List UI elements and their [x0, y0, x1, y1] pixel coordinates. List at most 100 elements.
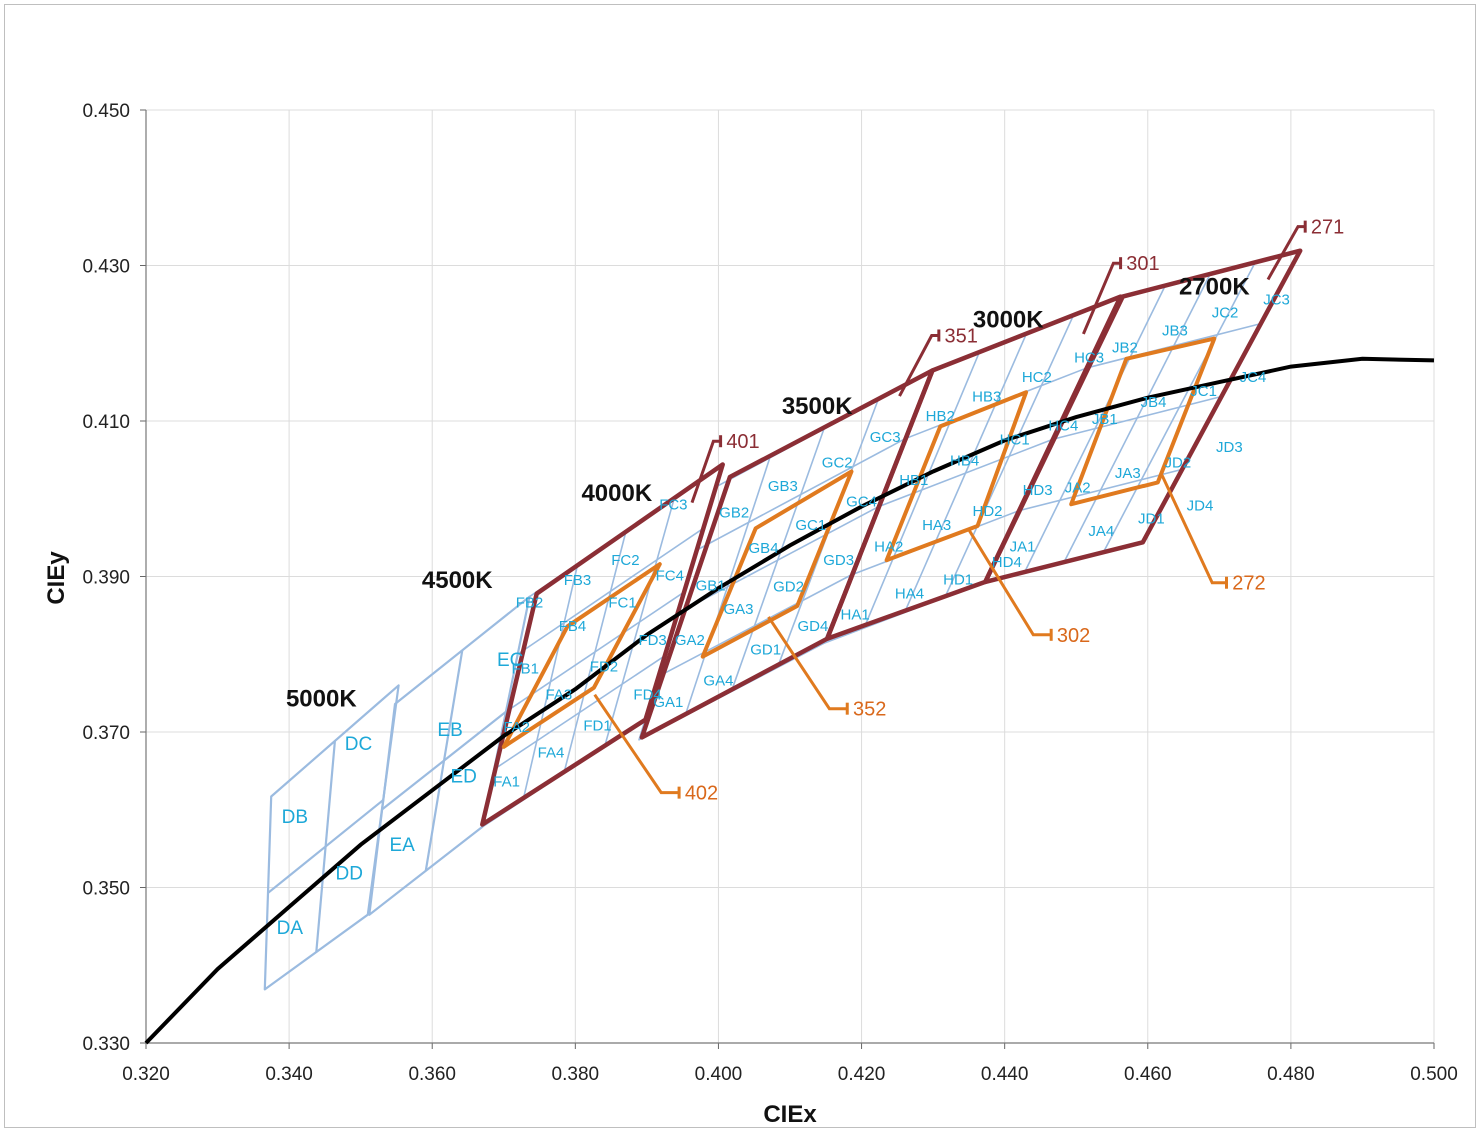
anis-inner-4000k [501, 562, 662, 749]
x-tick-label: 0.480 [1267, 1064, 1315, 1085]
x-tick-label: 0.460 [1124, 1064, 1172, 1085]
cct-label: 2700K [1179, 273, 1250, 300]
callout-leader [898, 334, 939, 397]
bin-label: GA3 [723, 601, 753, 618]
bin-label: JB2 [1112, 340, 1138, 357]
bin-label: GA4 [703, 672, 733, 689]
bin-3500k-divider [676, 506, 879, 615]
callout-leader [1082, 261, 1121, 335]
bin-label: EC [497, 650, 523, 671]
callout-leader [767, 616, 848, 711]
bin-label: FC4 [656, 567, 684, 584]
x-tick-label: 0.420 [838, 1064, 886, 1085]
y-tick-label: 0.390 [82, 568, 130, 589]
y-tick-label: 0.430 [82, 257, 130, 278]
y-tick-label: 0.350 [82, 879, 130, 900]
bin-label: FB4 [559, 618, 587, 635]
bin-label: HB3 [972, 389, 1001, 406]
cct-label: 3500K [782, 393, 853, 420]
bin-label: FA2 [503, 719, 530, 736]
bin-4000k-divider [505, 591, 685, 713]
bin-2700k-divider [1018, 468, 1183, 512]
bin-4000k-divider [603, 497, 676, 747]
bin-label: GB1 [696, 577, 726, 594]
cct-label: 5000K [286, 685, 357, 712]
bin-label: JD4 [1187, 497, 1214, 514]
bin-label: JC4 [1240, 369, 1267, 386]
bin-label: HA1 [841, 606, 870, 623]
bin-label: FD2 [590, 658, 618, 675]
bin-label: GD2 [773, 578, 804, 595]
anis-outer-4000k [480, 462, 725, 827]
x-tick-label: 0.400 [695, 1064, 743, 1085]
bin-2700k-divider [1102, 261, 1256, 553]
bin-label: GA2 [675, 632, 705, 649]
ansi-bin-grid [263, 249, 1301, 991]
bin-label: FC3 [659, 497, 687, 514]
cct-label: 4500K [422, 567, 493, 594]
bin-label: JB3 [1162, 322, 1188, 339]
bin-label: FD3 [638, 632, 666, 649]
bin-label: JA4 [1088, 523, 1114, 540]
anis-inner-2700k [1069, 336, 1217, 507]
cct-label: 3000K [973, 307, 1044, 334]
bin-label: FB3 [564, 572, 592, 589]
bin-label: JD3 [1216, 439, 1243, 456]
bin-label: HB1 [899, 472, 928, 489]
bin-label: JA3 [1115, 465, 1141, 482]
callout-leader [690, 439, 721, 504]
bin-label: HA4 [895, 585, 924, 602]
y-axis-title: CIEy [43, 551, 70, 605]
axes: 0.320 0.340 0.360 0.380 0.400 0.420 0.440 0.460… [82, 101, 1457, 1085]
bin-label: GD4 [797, 618, 828, 635]
bin-2700k-divider [1052, 395, 1222, 441]
bin-label: JA2 [1065, 480, 1091, 497]
callout-label: 352 [853, 699, 886, 721]
bin-label: HC4 [1048, 417, 1078, 434]
bin-label: FA1 [493, 773, 520, 790]
bin-label: JB1 [1092, 411, 1118, 428]
bin-label: HB2 [926, 408, 955, 425]
bin-label: JC1 [1190, 383, 1217, 400]
bin-label: GC4 [846, 494, 877, 511]
callout-label: 401 [726, 431, 759, 453]
bin-label: FB1 [511, 661, 539, 678]
bin-5000k-divider [267, 799, 384, 894]
planckian-locus-curve [144, 356, 1435, 1045]
bin-label: JA1 [1010, 539, 1036, 556]
y-tick-label: 0.370 [82, 723, 130, 744]
callout-label: 272 [1232, 573, 1265, 595]
bin-label: EB [437, 720, 462, 741]
x-tick-label: 0.500 [1410, 1064, 1458, 1085]
x-tick-label: 0.380 [552, 1064, 600, 1085]
bin-label: FA3 [546, 686, 573, 703]
callouts: 401 351 301 271 402 352 302 272 [593, 217, 1344, 805]
anis-outer-2700k [983, 248, 1303, 585]
bin-label: HC2 [1022, 369, 1052, 386]
bin-label: FC1 [608, 595, 636, 612]
bin-label: EA [389, 835, 415, 856]
bin-label: HD2 [972, 503, 1002, 520]
bin-label: DB [282, 807, 308, 828]
bin-label: FB2 [516, 595, 544, 612]
bin-label: GC3 [870, 429, 901, 446]
blackbody-locus [144, 356, 1435, 1045]
bin-label: HC1 [1000, 431, 1030, 448]
bin-label: GD3 [823, 552, 854, 569]
bin-label: JD2 [1164, 455, 1191, 472]
bin-labels: 5000K 4500K 4000K 3500K 3000K 2700K DB DC DA DD EB… [277, 273, 1290, 939]
bin-4500k-divider [381, 710, 507, 811]
y-tick-label: 0.410 [82, 412, 130, 433]
anis-inner-3000k [884, 390, 1029, 563]
x-tick-label: 0.440 [981, 1064, 1029, 1085]
callout-leader [1160, 474, 1227, 585]
x-axis-title: CIEx [763, 1101, 817, 1128]
callout-leader [967, 529, 1052, 637]
bin-label: FC2 [611, 552, 639, 569]
bin-label: GA1 [653, 694, 683, 711]
bin-3000k-divider [877, 438, 1054, 508]
bin-label: DC [345, 734, 372, 755]
bin-label: HA2 [874, 539, 903, 556]
bin-label: HD4 [992, 554, 1022, 571]
